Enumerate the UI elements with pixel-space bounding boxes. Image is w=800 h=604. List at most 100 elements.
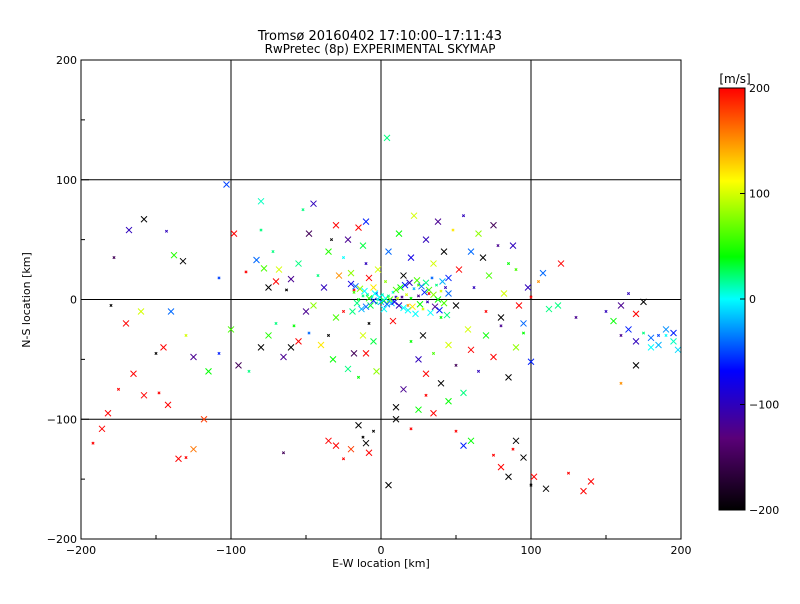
data-point xyxy=(619,333,623,337)
data-point xyxy=(170,251,178,259)
data-point xyxy=(244,270,248,274)
data-point xyxy=(295,338,302,345)
data-points xyxy=(91,134,682,495)
data-point xyxy=(200,415,208,423)
data-point xyxy=(374,266,382,273)
data-point xyxy=(422,279,430,287)
data-point xyxy=(625,326,632,333)
data-point xyxy=(367,321,371,326)
data-point xyxy=(247,369,251,373)
data-point xyxy=(506,262,511,266)
y-tick-label: 200 xyxy=(56,54,77,67)
y-tick-label: 0 xyxy=(70,294,77,307)
data-point xyxy=(395,230,403,237)
data-point xyxy=(307,331,311,335)
data-point xyxy=(260,265,268,272)
data-point xyxy=(365,274,373,282)
data-point xyxy=(154,351,158,355)
data-point xyxy=(439,315,443,320)
data-point xyxy=(391,298,398,306)
data-point xyxy=(520,320,527,327)
data-point xyxy=(355,224,362,232)
data-point xyxy=(647,344,655,351)
colorbar-tick-label: −200 xyxy=(749,504,779,517)
x-axis-label: E-W location [km] xyxy=(332,557,430,570)
data-point xyxy=(641,331,646,335)
data-point xyxy=(484,309,488,314)
data-point xyxy=(275,266,283,273)
data-point xyxy=(419,332,427,339)
data-point xyxy=(515,302,523,309)
data-point xyxy=(257,197,265,205)
data-point xyxy=(344,365,352,373)
data-point xyxy=(416,300,424,308)
plot-area xyxy=(81,60,681,539)
data-point xyxy=(179,257,187,265)
data-point xyxy=(385,481,392,489)
data-point xyxy=(445,397,452,405)
data-point xyxy=(361,294,365,298)
x-tick-label: −100 xyxy=(216,544,246,557)
data-point xyxy=(325,437,332,445)
data-point xyxy=(317,341,325,349)
data-point xyxy=(356,285,364,293)
data-point xyxy=(496,244,500,248)
data-point xyxy=(580,487,587,495)
data-point xyxy=(451,228,455,232)
data-point xyxy=(109,303,113,308)
data-point xyxy=(412,310,419,318)
data-point xyxy=(418,282,425,290)
data-point xyxy=(362,218,370,226)
data-point xyxy=(359,332,367,339)
data-point xyxy=(295,260,302,267)
data-point xyxy=(421,307,425,311)
data-point xyxy=(656,333,661,337)
data-point xyxy=(527,358,535,366)
data-point xyxy=(530,473,538,481)
data-point xyxy=(430,260,437,267)
data-point xyxy=(104,409,112,417)
data-point xyxy=(475,230,482,237)
data-point xyxy=(344,236,352,243)
data-point xyxy=(485,272,493,279)
data-point xyxy=(358,305,365,313)
data-point xyxy=(341,457,346,461)
data-point xyxy=(302,308,310,315)
data-point xyxy=(415,356,422,363)
data-point xyxy=(440,248,448,255)
data-point xyxy=(329,356,337,363)
data-point xyxy=(190,353,197,361)
data-point xyxy=(431,303,439,311)
data-point xyxy=(460,389,467,397)
x-tick-label: 100 xyxy=(521,544,542,557)
data-point xyxy=(184,333,188,337)
y-tick-label: −200 xyxy=(47,533,77,546)
data-point xyxy=(536,279,541,284)
data-point xyxy=(287,344,295,351)
data-point xyxy=(205,367,212,375)
data-point xyxy=(355,421,362,429)
data-point xyxy=(386,296,394,303)
data-point xyxy=(413,276,421,284)
data-point xyxy=(662,326,670,333)
data-point xyxy=(467,248,475,255)
data-point xyxy=(125,226,133,234)
data-point xyxy=(410,212,418,220)
data-point xyxy=(587,478,595,485)
x-tick-label: 0 xyxy=(378,544,385,557)
data-point xyxy=(505,373,512,381)
data-point xyxy=(157,391,161,395)
data-point xyxy=(445,290,452,297)
data-point xyxy=(389,317,397,325)
data-point xyxy=(434,296,442,303)
data-point xyxy=(341,256,346,260)
data-point xyxy=(640,298,647,306)
data-point xyxy=(443,285,448,290)
data-point xyxy=(362,350,370,357)
data-point xyxy=(122,320,130,327)
data-point xyxy=(424,393,428,397)
data-point xyxy=(415,406,422,414)
data-point xyxy=(361,287,368,295)
